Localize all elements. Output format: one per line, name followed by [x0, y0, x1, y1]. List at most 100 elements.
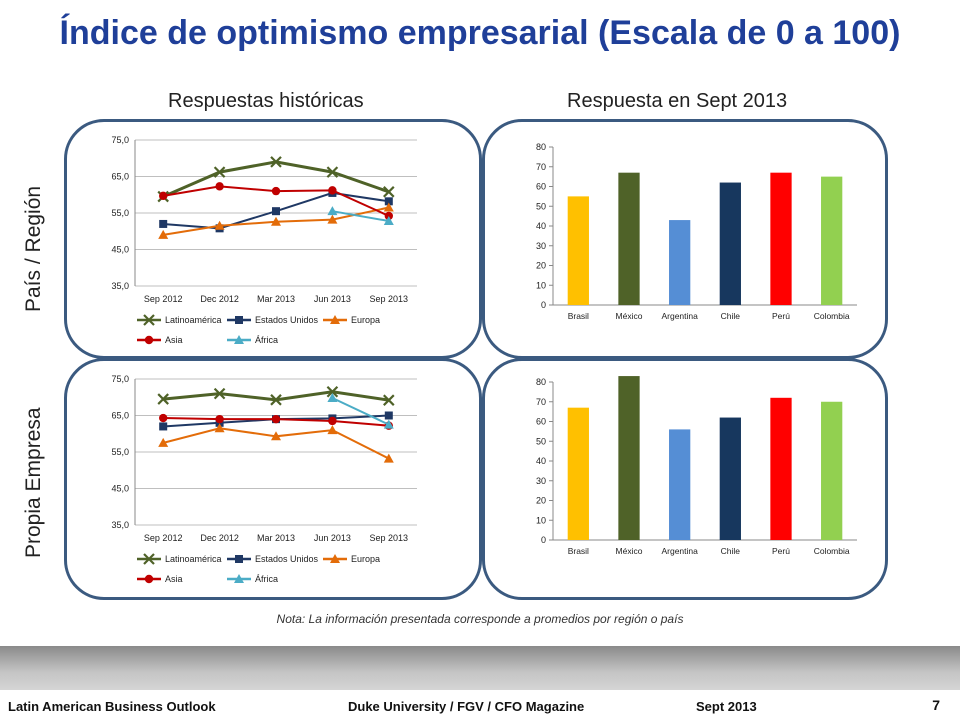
x-tick-label: Sep 2013	[370, 294, 409, 304]
x-tick-label: Jun 2013	[314, 533, 351, 543]
y-tick-label: 45,0	[111, 245, 129, 255]
x-tick-label: Brasil	[568, 546, 589, 556]
bar	[821, 401, 843, 540]
data-point	[158, 437, 169, 447]
x-tick-label: Mar 2013	[257, 294, 295, 304]
y-tick-label: 10	[536, 515, 546, 525]
data-point	[383, 453, 394, 463]
y-tick-label: 65,0	[111, 172, 129, 182]
data-point	[215, 414, 224, 424]
chart-sept-country: 80 70 60 50 40 30 20 10 0 Brasil México Argentina Ch…	[536, 142, 857, 321]
x-tick-label: Chile	[721, 311, 741, 321]
footer: Latin American Business Outlook Duke Uni…	[0, 646, 960, 720]
legend-label: Estados Unidos	[255, 315, 319, 325]
chart-historical-company: 75,0 65,0 55,0 45,0 35,0 Sep 2012 Dec 2012 Mar …	[111, 374, 417, 584]
y-tick-label: 55,0	[111, 208, 129, 218]
x-tick-label: Dec 2012	[200, 294, 239, 304]
data-point	[213, 387, 226, 400]
x-tick-label: México	[616, 311, 643, 321]
subtitle-historical: Respuestas históricas	[168, 90, 364, 112]
y-tick-label: 35,0	[111, 281, 129, 291]
page-number: 7	[932, 697, 940, 713]
data-point	[271, 186, 281, 196]
x-tick-label: Perú	[772, 546, 790, 556]
legend-marker	[234, 335, 244, 344]
legend-label: Europa	[351, 315, 380, 325]
y-tick-label: 0	[541, 535, 546, 545]
data-point	[383, 202, 394, 212]
legend-marker	[235, 316, 243, 324]
panel-historical-country: 75,0 65,0 55,0 45,0 35,0 Sep 2012 Dec 2012 Mar …	[64, 119, 482, 359]
bar	[821, 176, 843, 305]
x-tick-label: Dec 2012	[200, 533, 239, 543]
bar	[567, 196, 589, 305]
data-point	[328, 416, 337, 426]
data-point	[328, 186, 337, 195]
y-tick-label: 75,0	[111, 374, 129, 384]
data-point	[159, 219, 168, 228]
series-line	[331, 397, 390, 426]
bar	[719, 182, 741, 305]
legend-marker	[144, 335, 154, 345]
data-point	[158, 229, 169, 239]
footer-right: Sept 2013	[696, 699, 757, 714]
data-point	[157, 393, 169, 405]
side-label-country: País / Región	[22, 185, 45, 312]
page-title: Índice de optimismo empresarial (Escala …	[59, 14, 901, 52]
footnote: Nota: La información presentada correspo…	[276, 612, 684, 626]
bar	[669, 429, 691, 540]
data-point	[214, 423, 225, 433]
data-point	[159, 422, 168, 431]
y-tick-label: 70	[536, 162, 546, 172]
data-point	[327, 206, 338, 216]
data-point	[214, 220, 225, 230]
bar	[618, 376, 640, 540]
y-tick-label: 60	[536, 417, 546, 427]
data-point	[383, 216, 394, 226]
panel-sept-company: 80 70 60 50 40 30 20 10 0 Brasil México Argentina Ch…	[482, 358, 888, 600]
x-tick-label: Argentina	[661, 546, 698, 556]
x-tick-label: Colombia	[814, 311, 850, 321]
x-tick-label: Jun 2013	[314, 294, 351, 304]
y-tick-label: 80	[536, 377, 546, 387]
y-tick-label: 20	[536, 496, 546, 506]
y-tick-label: 70	[536, 397, 546, 407]
y-tick-label: 0	[541, 300, 546, 310]
x-tick-label: Argentina	[661, 311, 698, 321]
data-point	[271, 216, 281, 226]
x-tick-label: Sep 2012	[144, 294, 183, 304]
footer-left: Latin American Business Outlook	[8, 699, 216, 714]
bar	[770, 172, 792, 305]
legend-label: África	[255, 335, 278, 345]
y-tick-label: 65,0	[111, 411, 129, 421]
bar	[719, 417, 741, 540]
series-line	[332, 210, 389, 223]
subtitle-sept: Respuesta en Sept 2013	[567, 90, 788, 112]
legend-marker	[144, 574, 154, 584]
x-tick-label: Mar 2013	[257, 533, 295, 543]
data-point	[384, 197, 393, 206]
data-point	[270, 156, 282, 168]
legend-marker	[234, 574, 244, 583]
data-point	[271, 431, 281, 441]
y-tick-label: 80	[536, 142, 546, 152]
data-point	[327, 425, 338, 435]
y-tick-label: 50	[536, 436, 546, 446]
data-point	[383, 419, 394, 429]
x-tick-label: Sep 2012	[144, 533, 183, 543]
panel-sept-country: 80 70 60 50 40 30 20 10 0 Brasil México Argentina Ch…	[482, 119, 888, 359]
y-tick-label: 30	[536, 241, 546, 251]
chart-sept-company: 80 70 60 50 40 30 20 10 0 Brasil México Argentina Ch…	[536, 376, 857, 556]
legend-marker	[143, 553, 155, 565]
y-tick-label: 40	[536, 456, 546, 466]
y-tick-label: 30	[536, 476, 546, 486]
bar	[770, 397, 792, 540]
legend-label: Latinoamérica	[165, 554, 222, 564]
legend-label: Europa	[351, 554, 380, 564]
data-point	[327, 392, 338, 402]
legend-marker	[330, 554, 340, 563]
legend-label: Latinoamérica	[165, 315, 222, 325]
x-tick-label: Colombia	[814, 546, 850, 556]
data-point	[213, 166, 226, 178]
y-tick-label: 50	[536, 201, 546, 211]
